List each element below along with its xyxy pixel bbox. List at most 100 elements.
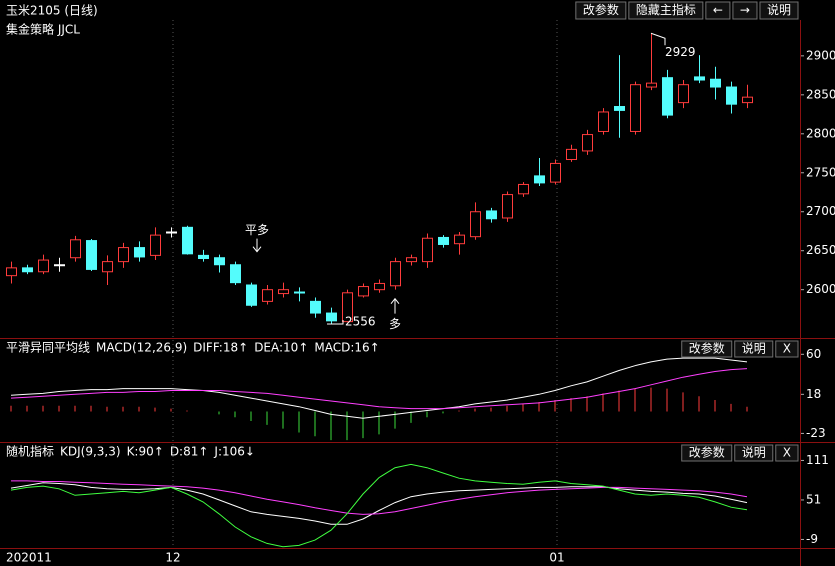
button[interactable] — [759, 1, 799, 20]
candle-body — [310, 300, 321, 314]
candle-body — [406, 257, 417, 263]
panel-label: DEA:10↑ — [254, 341, 308, 355]
candle-body — [342, 292, 353, 323]
candle-body — [422, 237, 433, 263]
y-tick-label: 51 — [806, 492, 821, 506]
button-label[interactable]: X — [783, 446, 791, 460]
y-tick-label: 2600 — [806, 282, 835, 296]
candle-body — [662, 77, 673, 116]
candle-body — [630, 84, 641, 132]
x-tick-label: 12 — [165, 551, 180, 565]
panel-title: 集金策略 JJCL — [6, 22, 80, 37]
y-tick-label: 2850 — [806, 87, 835, 101]
candle-body — [646, 82, 657, 88]
button-label[interactable]: X — [783, 342, 791, 356]
button-label[interactable]: 改参数 — [689, 445, 725, 460]
candle-body — [54, 264, 65, 267]
candle-body — [726, 86, 737, 105]
button-label[interactable]: → — [740, 3, 750, 17]
candle-body — [38, 259, 49, 273]
candle-body — [150, 234, 161, 256]
extreme-pointer — [327, 319, 344, 325]
button[interactable] — [705, 1, 731, 20]
candle-body — [374, 282, 385, 291]
candle-body — [502, 194, 513, 219]
button-label[interactable]: 说明 — [767, 2, 791, 17]
signal-label: 平多 — [245, 223, 269, 237]
button[interactable] — [775, 340, 799, 358]
button[interactable] — [734, 444, 774, 462]
candle-body — [470, 211, 481, 238]
panel-label: K:90↑ — [127, 445, 164, 459]
panel-label: MACD:16↑ — [314, 341, 379, 355]
candle-body — [278, 289, 289, 295]
signal-arrow — [252, 238, 262, 253]
y-tick-label: 111 — [806, 453, 829, 467]
button[interactable] — [681, 444, 733, 462]
y-tick-label: 2800 — [806, 126, 835, 140]
button-label[interactable]: 改参数 — [583, 2, 619, 17]
candle-body — [550, 162, 561, 183]
extreme-pointer — [650, 32, 666, 46]
candle-body — [294, 291, 305, 294]
y-tick-label: 2900 — [806, 48, 835, 62]
panel-label: KDJ(9,3,3) — [60, 445, 121, 459]
candle-body — [614, 106, 625, 111]
panel-label: J:106↓ — [213, 445, 255, 459]
candle-body — [166, 231, 177, 234]
button-label[interactable]: 说明 — [742, 341, 766, 356]
candle-body — [710, 78, 721, 88]
button[interactable] — [775, 444, 799, 462]
extreme-label: 2556 — [345, 314, 376, 328]
candle-body — [214, 257, 225, 266]
button[interactable] — [734, 340, 774, 358]
indicator-line — [10, 368, 748, 410]
indicator-line — [10, 482, 748, 525]
candle-body — [598, 111, 609, 132]
button-label[interactable]: 改参数 — [689, 341, 725, 356]
candle-body — [262, 289, 273, 302]
candle-body — [742, 96, 753, 104]
candle-body — [390, 261, 401, 287]
candle-body — [86, 240, 97, 270]
panel-label: DIFF:18↑ — [193, 341, 248, 355]
candle-body — [438, 236, 449, 245]
candle-body — [518, 183, 529, 195]
candle-body — [694, 76, 705, 81]
button-label[interactable]: ← — [713, 3, 723, 17]
candle-body — [566, 148, 577, 161]
y-tick-label: 2750 — [806, 165, 835, 179]
panel-label: D:81↑ — [170, 445, 209, 459]
candle-body — [198, 254, 209, 260]
indicator-line — [11, 480, 748, 515]
extreme-label: 2929 — [665, 45, 696, 59]
button-label[interactable]: 说明 — [742, 445, 766, 460]
button-label[interactable]: 隐藏主指标 — [636, 2, 696, 17]
candle-body — [102, 261, 113, 273]
x-tick-label: 01 — [549, 551, 564, 565]
button[interactable] — [575, 1, 627, 20]
x-tick-label: 202011 — [6, 551, 52, 565]
candle-body — [134, 247, 145, 258]
window-title: 玉米2105 (日线) — [6, 4, 98, 18]
y-tick-label: 2700 — [806, 204, 835, 218]
y-tick-label: 2650 — [806, 243, 835, 257]
candle-body — [486, 210, 497, 220]
candle-body — [454, 234, 465, 245]
button[interactable] — [628, 1, 704, 20]
button[interactable] — [732, 1, 758, 20]
candle-body — [582, 134, 593, 152]
candle-body — [246, 284, 257, 306]
candle-body — [534, 175, 545, 184]
candle-body — [70, 239, 81, 259]
signal-label: 多 — [389, 317, 401, 331]
button[interactable] — [681, 340, 733, 358]
y-tick-label: 18 — [806, 387, 821, 401]
candle-body — [230, 264, 241, 284]
indicator-line — [10, 357, 748, 419]
y-tick-label: -9 — [806, 532, 818, 546]
y-tick-label: -23 — [806, 426, 826, 440]
